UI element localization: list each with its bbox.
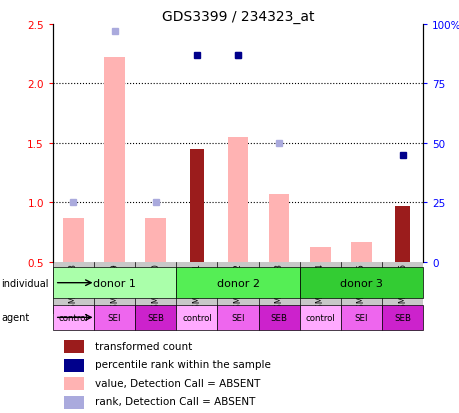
Bar: [64, 358, 84, 372]
FancyBboxPatch shape: [299, 305, 340, 330]
Bar: [145, 218, 166, 262]
Bar: [350, 242, 371, 262]
FancyBboxPatch shape: [53, 268, 176, 299]
FancyBboxPatch shape: [176, 268, 299, 299]
FancyBboxPatch shape: [340, 305, 381, 330]
FancyBboxPatch shape: [94, 305, 135, 330]
Text: transformed count: transformed count: [95, 341, 192, 351]
Text: control: control: [182, 313, 211, 322]
Bar: [104, 58, 125, 262]
FancyBboxPatch shape: [53, 305, 94, 330]
Text: donor 1: donor 1: [93, 278, 136, 288]
Bar: [64, 396, 84, 409]
Title: GDS3399 / 234323_at: GDS3399 / 234323_at: [162, 10, 313, 24]
FancyBboxPatch shape: [258, 305, 299, 330]
Bar: [64, 340, 84, 354]
Bar: [227, 138, 248, 262]
FancyBboxPatch shape: [381, 305, 422, 330]
Text: individual: individual: [1, 278, 48, 288]
Text: percentile rank within the sample: percentile rank within the sample: [95, 360, 271, 370]
FancyBboxPatch shape: [217, 305, 258, 330]
FancyBboxPatch shape: [176, 305, 217, 330]
Bar: [64, 377, 84, 390]
Bar: [395, 206, 409, 262]
Text: value, Detection Call = ABSENT: value, Detection Call = ABSENT: [95, 378, 260, 388]
Text: SEI: SEI: [231, 313, 244, 322]
Text: rank, Detection Call = ABSENT: rank, Detection Call = ABSENT: [95, 396, 255, 406]
Text: SEB: SEB: [270, 313, 287, 322]
FancyBboxPatch shape: [299, 268, 422, 299]
Text: control: control: [305, 313, 335, 322]
Bar: [189, 150, 204, 262]
Text: SEB: SEB: [393, 313, 410, 322]
Text: control: control: [58, 313, 88, 322]
Text: donor 3: donor 3: [339, 278, 382, 288]
Text: donor 2: donor 2: [216, 278, 259, 288]
FancyBboxPatch shape: [135, 305, 176, 330]
Text: SEI: SEI: [354, 313, 368, 322]
Text: SEI: SEI: [107, 313, 121, 322]
Text: agent: agent: [1, 313, 29, 323]
Text: SEB: SEB: [147, 313, 164, 322]
Bar: [309, 248, 330, 262]
Bar: [269, 195, 289, 262]
Bar: [63, 218, 84, 262]
